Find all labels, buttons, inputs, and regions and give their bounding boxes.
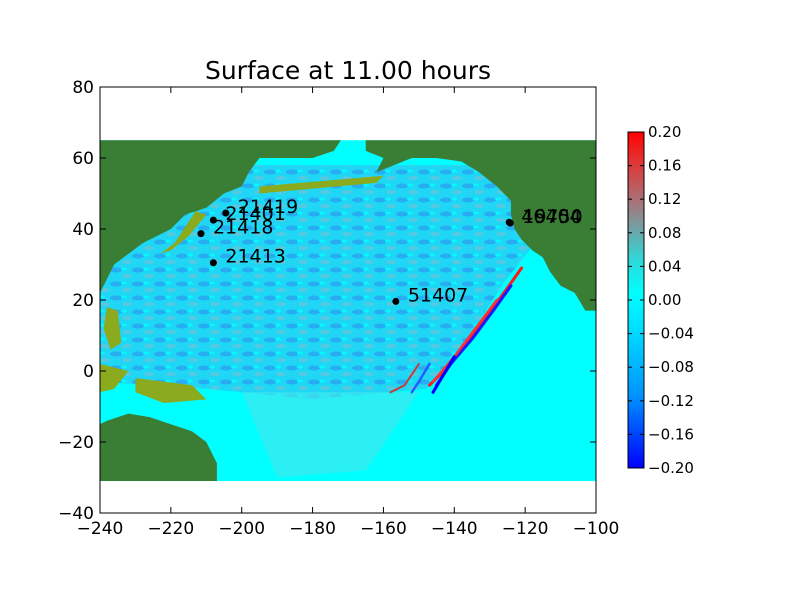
chart-title: Surface at 11.00 hours xyxy=(205,56,491,85)
gauge-marker xyxy=(197,230,205,238)
x-tick-label: −180 xyxy=(289,519,336,539)
y-axis: −40 −20 0 20 40 60 80 xyxy=(58,78,596,524)
x-tick-label: −140 xyxy=(431,519,478,539)
island-japan xyxy=(160,211,207,254)
x-tick-label: −160 xyxy=(360,519,407,539)
wave-front-line xyxy=(431,298,499,383)
wave-front-line xyxy=(410,362,431,394)
island-philippines xyxy=(103,307,122,350)
gauge-label: 19750 xyxy=(522,206,582,228)
gauge-marker xyxy=(392,297,400,305)
gauge-label: 21419 xyxy=(238,196,298,218)
colorbar-ticks: −0.20 −0.16 −0.12 −0.08 −0.04 0.00 0.04 0.08 0.1… xyxy=(628,123,694,477)
colorbar: −0.20 −0.16 −0.12 −0.08 −0.04 0.00 0.04 0.08 0.1… xyxy=(627,123,694,477)
x-tick-label: −120 xyxy=(502,519,549,539)
x-tick-label: −220 xyxy=(148,519,195,539)
colorbar-tick-label: 0.20 xyxy=(648,123,681,141)
y-tick-label: −20 xyxy=(58,433,94,453)
island-indonesia xyxy=(100,363,129,393)
island-aleutians xyxy=(259,175,384,194)
colorbar-tick-label: 0.08 xyxy=(648,224,681,242)
land-mask xyxy=(100,140,596,482)
land-australia xyxy=(100,413,217,482)
y-tick-label: 60 xyxy=(72,149,94,169)
x-axis: −240 −220 −200 −180 −160 −140 −120 −100 xyxy=(77,87,620,539)
y-tick-label: 40 xyxy=(72,220,94,240)
wave-front-line xyxy=(389,362,420,394)
colorbar-tick-label: 0.12 xyxy=(648,190,681,208)
land-asia xyxy=(100,140,341,293)
x-tick-label: −240 xyxy=(77,519,124,539)
colorbar-tick-label: −0.16 xyxy=(648,425,694,443)
wave-front xyxy=(389,266,524,394)
y-tick-label: −40 xyxy=(58,504,94,524)
colorbar-tick-label: 0.04 xyxy=(648,257,681,275)
gauge-label: 46404 xyxy=(521,205,581,227)
southern-wave-field xyxy=(241,392,419,478)
gauge-marker xyxy=(506,219,514,227)
gauge-label: 21418 xyxy=(213,217,273,239)
wave-region xyxy=(100,165,533,400)
gauge-label: 21413 xyxy=(225,246,285,268)
wave-front-line xyxy=(431,355,456,394)
colorbar-tick-label: 0.16 xyxy=(648,157,681,175)
x-tick-label: −200 xyxy=(218,519,265,539)
gauge-label: 51407 xyxy=(408,284,468,306)
island-new-guinea xyxy=(135,378,207,403)
gauge-marker xyxy=(209,259,217,267)
plot-area xyxy=(100,87,596,513)
colorbar-tick-label: −0.08 xyxy=(648,358,694,376)
colorbar-tick-label: 0.00 xyxy=(648,291,681,309)
colorbar-tick-label: −0.20 xyxy=(648,459,694,477)
y-tick-label: 0 xyxy=(83,362,94,382)
gauge-marker xyxy=(209,216,217,224)
gauge-marker xyxy=(222,209,230,217)
land-north-america xyxy=(365,140,596,311)
y-tick-label: 20 xyxy=(72,291,94,311)
colorbar-tick-label: −0.04 xyxy=(648,325,694,343)
colorbar-tick-label: −0.12 xyxy=(648,392,694,410)
y-tick-label: 80 xyxy=(72,78,94,98)
gauge-label: 21401 xyxy=(225,203,285,225)
x-tick-label: −100 xyxy=(573,519,620,539)
